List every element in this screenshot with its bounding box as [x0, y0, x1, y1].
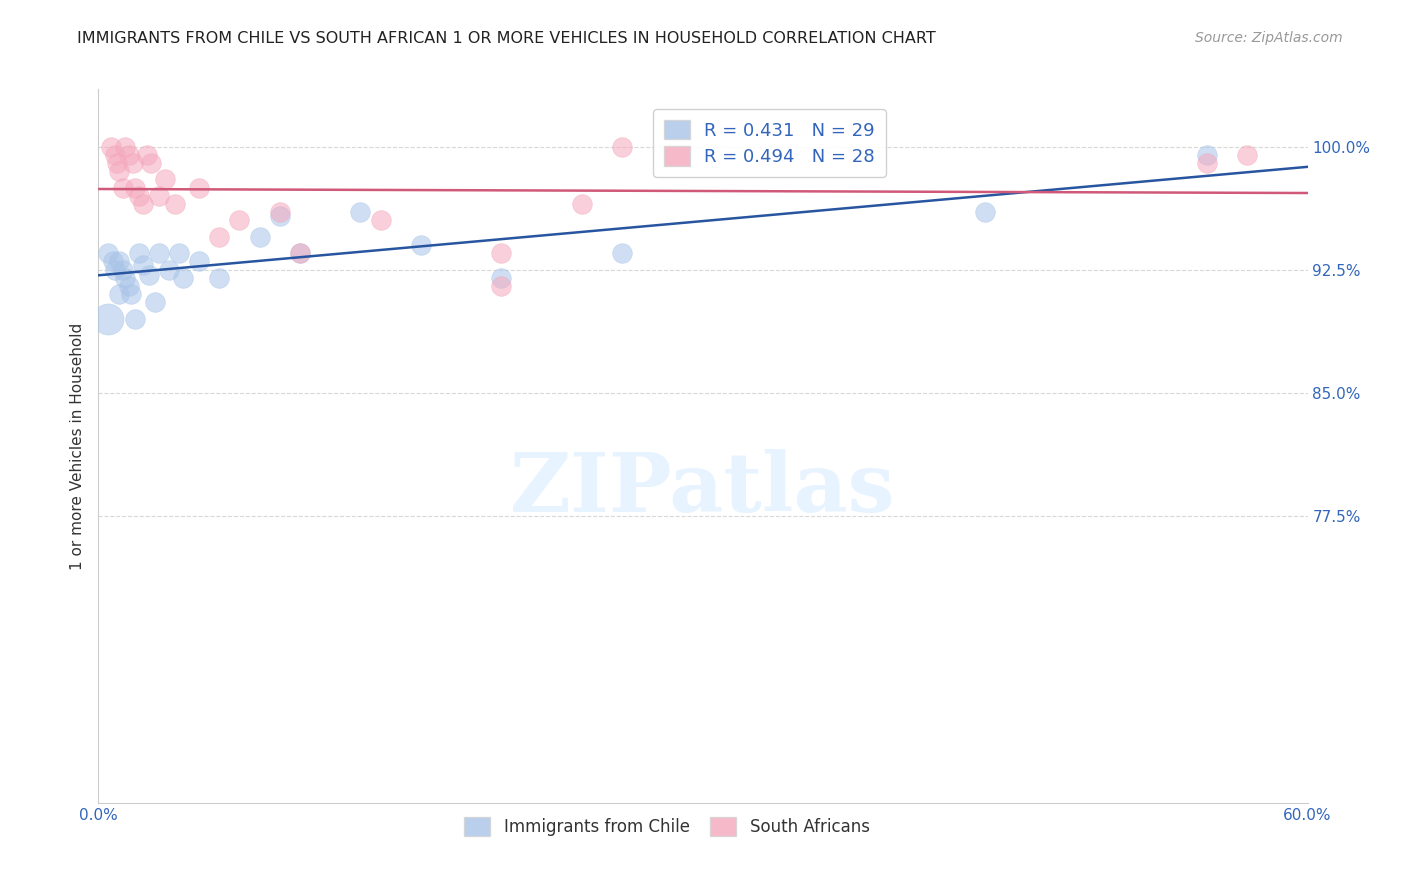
Point: [571, 197, 593, 211]
Point: [269, 205, 291, 219]
Point: [228, 213, 250, 227]
Point: [139, 156, 162, 170]
Point: [103, 262, 125, 277]
Point: [491, 246, 513, 260]
Point: [974, 205, 997, 219]
Point: [121, 156, 143, 170]
Point: [612, 139, 634, 153]
Point: [349, 205, 371, 219]
Legend: Immigrants from Chile, South Africans: Immigrants from Chile, South Africans: [456, 809, 879, 845]
Point: [128, 246, 150, 260]
Point: [1195, 156, 1218, 170]
Point: [148, 189, 170, 203]
Point: [132, 197, 155, 211]
Point: [370, 213, 392, 227]
Point: [1195, 148, 1218, 162]
Point: [288, 246, 311, 260]
Point: [105, 156, 128, 170]
Point: [188, 254, 211, 268]
Point: [409, 238, 432, 252]
Point: [100, 139, 122, 153]
Point: [148, 246, 170, 260]
Point: [163, 197, 186, 211]
Point: [172, 270, 194, 285]
Point: [114, 270, 136, 285]
Point: [143, 295, 166, 310]
Point: [120, 287, 142, 301]
Text: ZIPatlas: ZIPatlas: [510, 449, 896, 529]
Point: [118, 148, 141, 162]
Point: [1236, 148, 1258, 162]
Point: [157, 262, 180, 277]
Point: [167, 246, 190, 260]
Text: IMMIGRANTS FROM CHILE VS SOUTH AFRICAN 1 OR MORE VEHICLES IN HOUSEHOLD CORRELATI: IMMIGRANTS FROM CHILE VS SOUTH AFRICAN 1…: [77, 31, 936, 46]
Point: [114, 139, 136, 153]
Point: [103, 148, 125, 162]
Point: [208, 230, 231, 244]
Point: [107, 287, 129, 301]
Point: [97, 246, 120, 260]
Point: [288, 246, 311, 260]
Point: [124, 180, 146, 194]
Point: [111, 180, 134, 194]
Point: [107, 254, 129, 268]
Text: Source: ZipAtlas.com: Source: ZipAtlas.com: [1195, 31, 1343, 45]
Point: [249, 230, 271, 244]
Point: [138, 268, 160, 282]
Point: [491, 270, 513, 285]
Point: [135, 148, 157, 162]
Point: [128, 189, 150, 203]
Point: [124, 311, 146, 326]
Point: [118, 279, 141, 293]
Y-axis label: 1 or more Vehicles in Household: 1 or more Vehicles in Household: [69, 322, 84, 570]
Point: [612, 246, 634, 260]
Point: [188, 180, 211, 194]
Point: [107, 164, 129, 178]
Point: [101, 254, 124, 268]
Point: [208, 270, 231, 285]
Point: [132, 258, 155, 272]
Point: [111, 262, 134, 277]
Point: [97, 311, 120, 326]
Point: [491, 279, 513, 293]
Point: [269, 209, 291, 223]
Point: [153, 172, 176, 186]
